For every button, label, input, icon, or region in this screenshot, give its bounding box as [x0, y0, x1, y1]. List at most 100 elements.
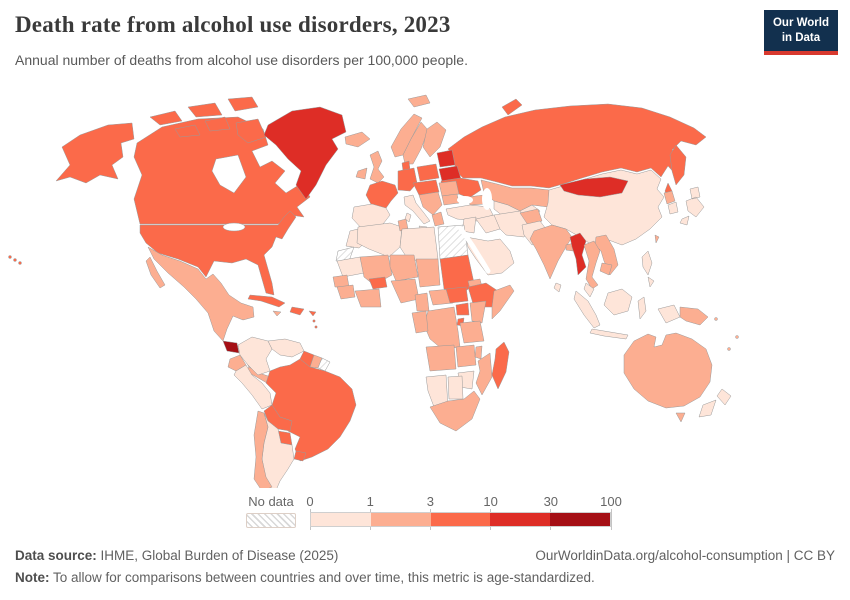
country-hispaniola[interactable] — [289, 306, 305, 316]
country-angola[interactable] — [425, 344, 457, 372]
country-canada-islands[interactable] — [149, 96, 267, 144]
hawaii-island[interactable] — [18, 261, 22, 265]
country-baltic-states[interactable] — [436, 149, 456, 168]
country-france[interactable] — [365, 180, 399, 212]
country-czechia-austria-hungary[interactable] — [412, 179, 440, 196]
country-greenland[interactable] — [263, 106, 347, 200]
country-puerto-rico[interactable] — [308, 310, 317, 317]
hawaii-island[interactable] — [13, 258, 17, 262]
country-iraq[interactable] — [475, 214, 501, 234]
country-myanmar[interactable] — [569, 232, 587, 276]
country-finland[interactable] — [422, 121, 447, 158]
country-mongolia[interactable] — [559, 176, 629, 198]
country-bulgaria[interactable] — [441, 193, 460, 206]
country-uruguay[interactable] — [293, 450, 307, 462]
owid-logo[interactable]: Our World in Data — [763, 10, 838, 55]
country-south-sudan[interactable] — [445, 286, 469, 304]
country-indonesia-borneo[interactable] — [603, 288, 633, 316]
country-uganda[interactable] — [455, 302, 470, 316]
country-indonesia-papua[interactable] — [657, 304, 681, 324]
country-romania[interactable] — [438, 180, 460, 197]
country-gabon-congo[interactable] — [411, 310, 429, 334]
country-madagascar[interactable] — [491, 341, 510, 390]
country-chile[interactable] — [253, 410, 273, 488]
legend-color-bar[interactable] — [310, 512, 611, 527]
legend-tick-label: 10 — [483, 494, 498, 509]
country-norway[interactable] — [390, 113, 423, 158]
kamchatka[interactable] — [669, 144, 687, 186]
legend-color-scale: 0 1 3 10 30 100 — [306, 494, 622, 530]
svalbard[interactable] — [407, 94, 431, 108]
baja-california[interactable] — [145, 256, 166, 289]
legend-tick-labels: 0 1 3 10 30 100 — [306, 494, 621, 512]
country-tanzania[interactable] — [459, 320, 485, 344]
country-chad[interactable] — [415, 258, 441, 288]
country-australia[interactable] — [623, 332, 713, 409]
country-cameroon[interactable] — [414, 292, 430, 312]
legend-tick-label: 100 — [600, 494, 622, 509]
country-united-kingdom[interactable] — [369, 150, 385, 184]
pacific-island[interactable] — [714, 317, 718, 321]
country-south-korea[interactable] — [667, 201, 679, 215]
country-papua-new-guinea[interactable] — [679, 306, 709, 326]
country-somalia[interactable] — [491, 284, 515, 320]
country-guatemala[interactable] — [222, 340, 240, 354]
hawaii-island[interactable] — [8, 255, 12, 259]
country-united-states[interactable] — [139, 210, 297, 296]
country-afghanistan[interactable] — [519, 208, 543, 226]
novaya-zemlya[interactable] — [501, 98, 523, 116]
country-malawi[interactable] — [474, 345, 483, 360]
country-senegal[interactable] — [332, 274, 350, 288]
country-south-africa[interactable] — [429, 390, 481, 432]
country-zambia[interactable] — [455, 344, 477, 368]
country-nigeria[interactable] — [390, 278, 420, 304]
no-data-swatch[interactable] — [246, 513, 296, 528]
country-kenya[interactable] — [469, 300, 487, 324]
country-ireland[interactable] — [355, 167, 368, 180]
country-cambodia[interactable] — [599, 262, 613, 276]
country-jamaica[interactable] — [272, 310, 282, 317]
owid-link[interactable]: OurWorldinData.org/alcohol-consumption |… — [535, 548, 835, 563]
country-indonesia-sulawesi[interactable] — [637, 296, 647, 320]
country-sri-lanka[interactable] — [553, 282, 562, 293]
country-dr-congo[interactable] — [423, 306, 461, 350]
country-germany[interactable] — [397, 167, 418, 192]
country-mexico[interactable] — [147, 246, 255, 342]
lesser-antilles[interactable] — [312, 319, 316, 323]
country-thailand[interactable] — [583, 240, 601, 290]
country-philippines[interactable] — [641, 250, 655, 288]
country-taiwan[interactable] — [654, 234, 660, 244]
country-brazil[interactable] — [265, 358, 357, 462]
country-colombia[interactable] — [237, 336, 273, 376]
country-malaysia[interactable] — [583, 282, 595, 298]
country-poland[interactable] — [416, 163, 440, 182]
country-guinea[interactable] — [336, 284, 356, 300]
lesser-antilles[interactable] — [314, 325, 318, 329]
country-indonesia-sumatra[interactable] — [573, 290, 601, 329]
country-ghana-ivory-coast[interactable] — [354, 288, 382, 308]
country-greece[interactable] — [431, 211, 445, 227]
country-cuba[interactable] — [247, 294, 286, 308]
country-bolivia[interactable] — [263, 404, 293, 432]
country-mozambique[interactable] — [475, 352, 493, 396]
legend-tick-label: 30 — [543, 494, 559, 509]
pacific-island[interactable] — [727, 347, 731, 351]
country-balkans[interactable] — [418, 191, 443, 216]
tasmania[interactable] — [675, 412, 686, 423]
country-iceland[interactable] — [344, 131, 371, 148]
country-burkina-faso[interactable] — [368, 276, 388, 290]
country-india[interactable] — [529, 224, 573, 280]
country-russia[interactable] — [447, 103, 707, 189]
country-north-korea[interactable] — [663, 190, 676, 205]
pacific-island[interactable] — [735, 335, 739, 339]
country-algeria[interactable] — [356, 222, 403, 258]
country-united-states-alaska[interactable] — [55, 122, 135, 184]
country-new-zealand[interactable] — [698, 388, 732, 418]
country-indonesia-java[interactable] — [589, 328, 629, 340]
country-saudi-arabia[interactable] — [465, 236, 515, 276]
country-botswana[interactable] — [447, 375, 464, 400]
country-venezuela[interactable] — [267, 338, 305, 358]
country-japan[interactable] — [679, 186, 705, 226]
world-map-svg — [8, 94, 739, 488]
country-niger[interactable] — [389, 254, 419, 282]
